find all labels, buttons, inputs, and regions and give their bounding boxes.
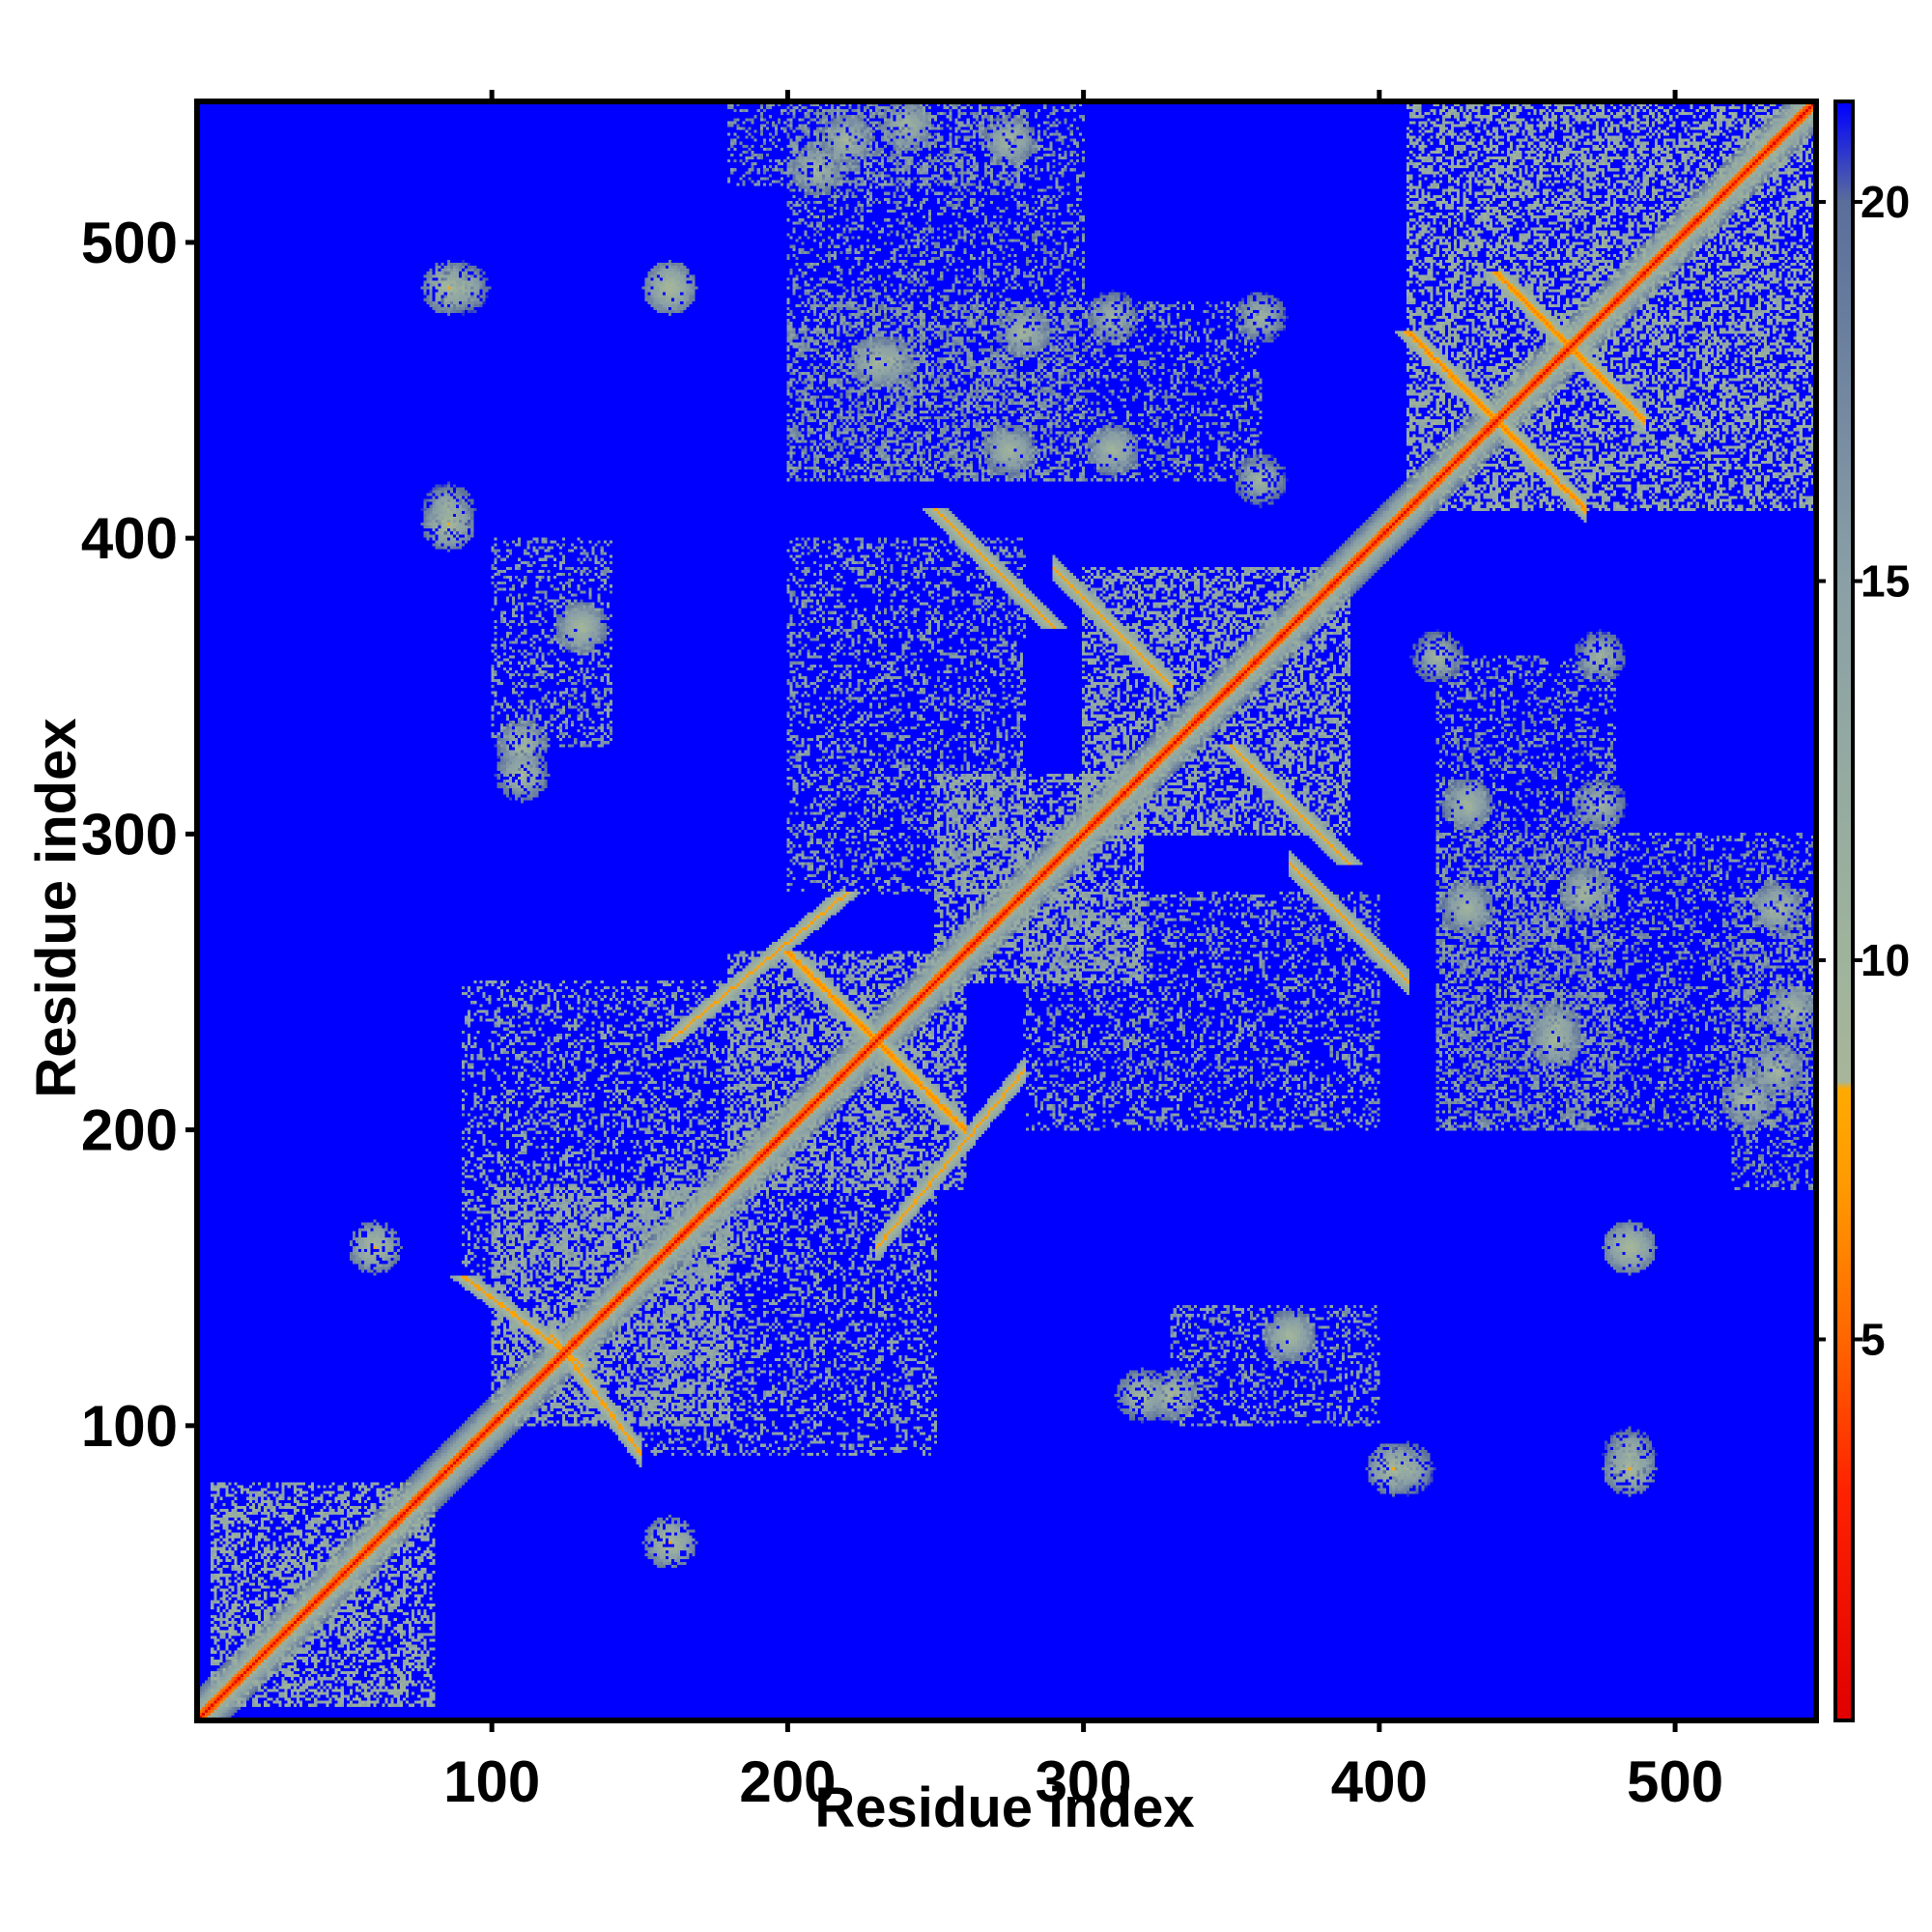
colorbar-tick-label-15: 15 — [1861, 556, 1910, 607]
y-axis-right-ticks — [1816, 200, 1826, 1342]
x-tick-label-300: 300 — [1036, 1749, 1132, 1814]
heatmap-plot-area — [199, 103, 1814, 1719]
heatmap-image — [199, 103, 1814, 1719]
y-tick-label-400: 400 — [81, 506, 178, 571]
y-axis-title: Residue index — [25, 718, 88, 1097]
colorbar-tick-label-10: 10 — [1861, 935, 1910, 985]
y-tick-label-100: 100 — [81, 1394, 178, 1459]
y-tick-label-500: 500 — [81, 211, 178, 275]
x-axis-top-ticks — [489, 90, 1678, 101]
x-tick-label-500: 500 — [1627, 1749, 1723, 1814]
colorbar-tick-label-5: 5 — [1861, 1315, 1886, 1365]
colorbar: 5 10 15 20 — [1833, 99, 1910, 1722]
x-tick-label-200: 200 — [739, 1749, 836, 1814]
x-axis-bottom-ticks: 100 200 300 400 500 — [443, 1720, 1723, 1814]
colorbar-fill — [1837, 103, 1851, 1719]
y-tick-label-300: 300 — [81, 802, 178, 867]
colorbar-frame — [1833, 99, 1855, 1722]
colorbar-tick-label-20: 20 — [1861, 177, 1910, 227]
x-tick-label-100: 100 — [443, 1749, 540, 1814]
y-tick-label-200: 200 — [81, 1098, 178, 1163]
y-axis-left-ticks: 100 200 300 400 500 — [81, 211, 197, 1459]
plot-frame — [194, 99, 1819, 1723]
colorbar-ticks: 5 10 15 20 — [1853, 177, 1910, 1365]
x-axis-title: Residue index — [814, 1776, 1194, 1839]
x-tick-label-400: 400 — [1331, 1749, 1428, 1814]
